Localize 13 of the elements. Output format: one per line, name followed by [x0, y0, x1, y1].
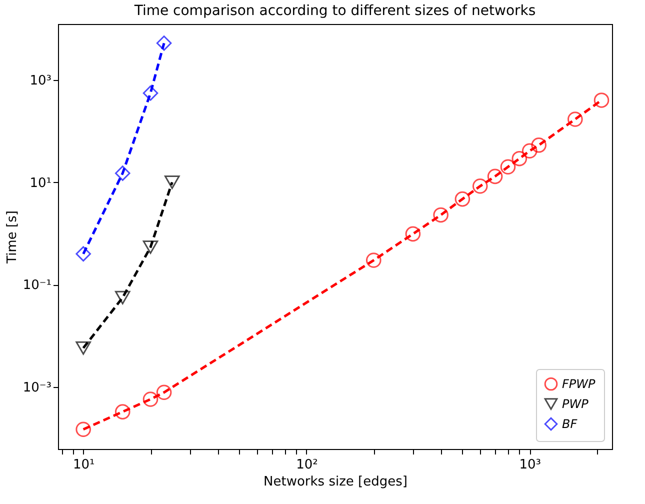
x-tick-label: 10¹: [72, 458, 95, 472]
chart-title: Time comparison according to different sizes of networks: [133, 3, 536, 19]
legend-label: PWP: [562, 397, 590, 411]
y-tick-label: 10³: [30, 73, 52, 88]
x-tick-label: 10²: [296, 458, 318, 472]
y-tick-label: 10¹: [30, 176, 52, 191]
x-tick-label: 10³: [519, 458, 541, 472]
y-tick-label: 10⁻³: [22, 380, 52, 396]
y-axis-title: Time [s]: [4, 210, 20, 264]
legend-label: BF: [562, 417, 578, 431]
legend-label: FPWP: [562, 377, 596, 391]
y-tick-label: 10⁻¹: [22, 278, 52, 294]
x-axis-title: Networks size [edges]: [264, 474, 408, 490]
